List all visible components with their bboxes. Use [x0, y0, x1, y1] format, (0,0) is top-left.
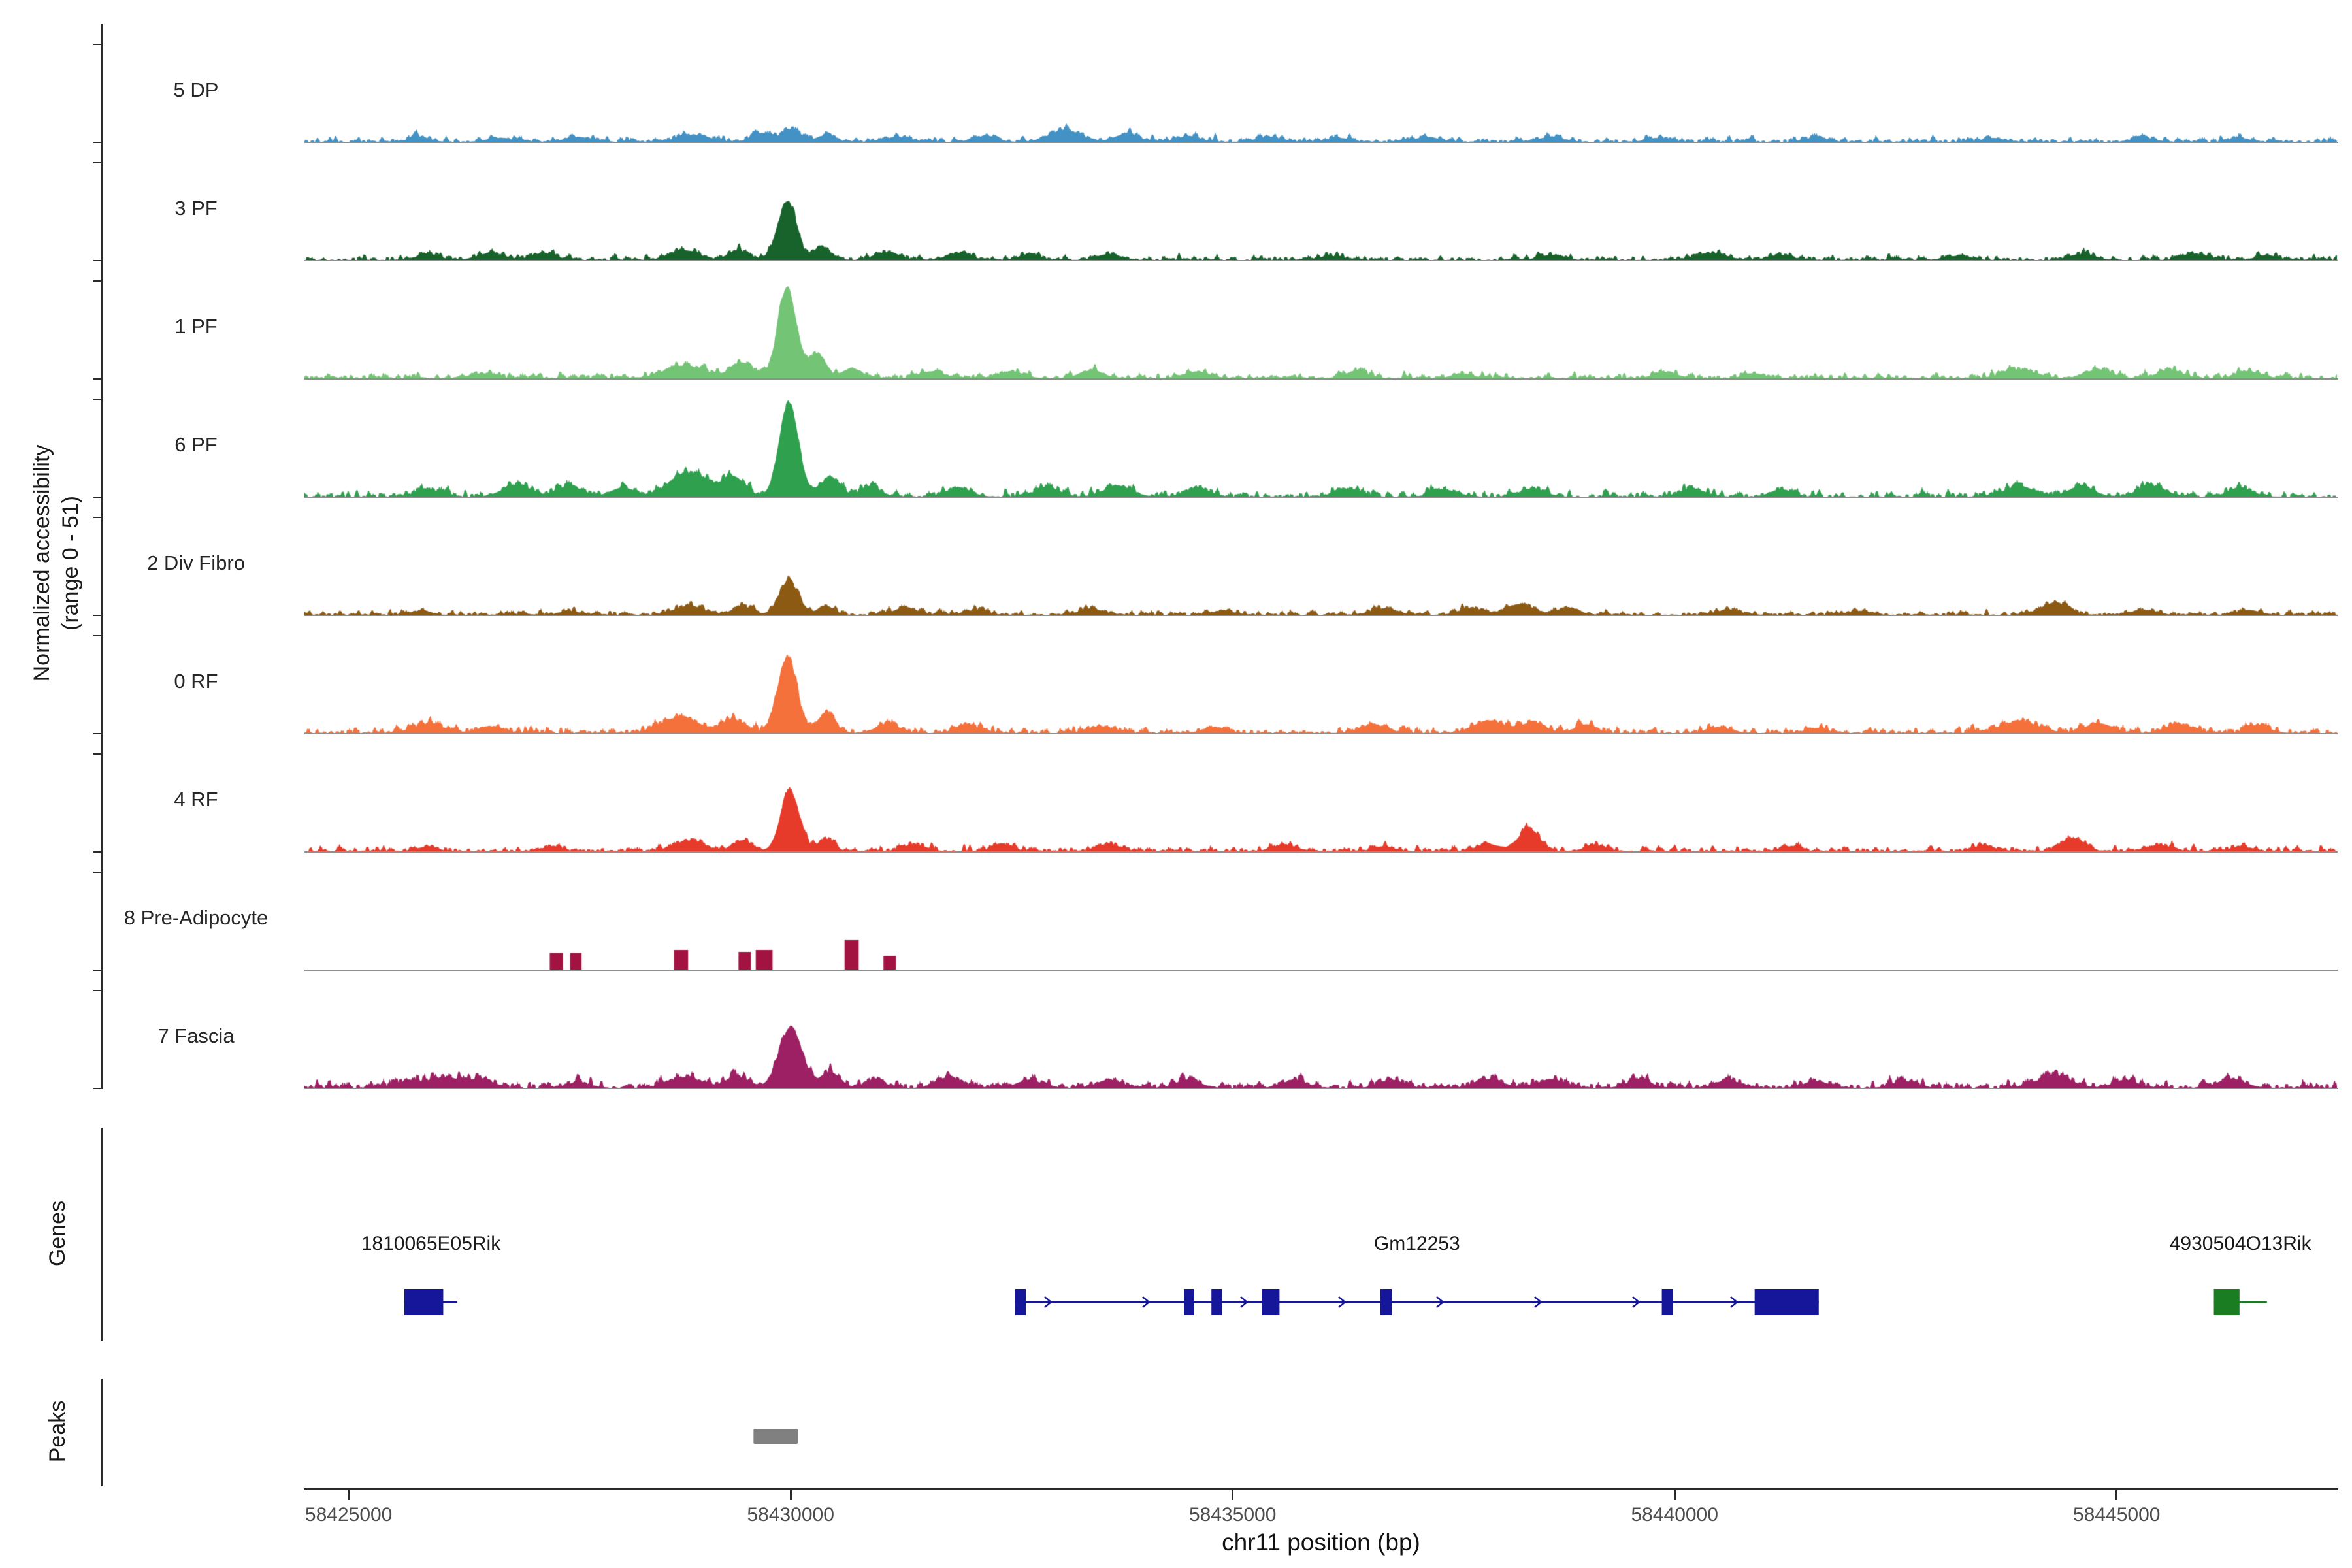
track-baseline	[304, 497, 2338, 498]
track-baseline	[304, 260, 2338, 261]
gene-exon	[1380, 1289, 1392, 1315]
x-axis-tick	[1232, 1490, 1234, 1500]
x-axis-tick	[1673, 1490, 1676, 1500]
y-axis-tick	[93, 615, 102, 616]
track-signal-5	[304, 635, 2338, 733]
track-label-2: 1 PF	[174, 315, 218, 338]
track-baseline	[304, 378, 2338, 380]
peak-region	[753, 1429, 798, 1444]
gene-strand-arrow-icon	[1142, 1296, 1151, 1308]
track-baseline	[304, 851, 2338, 853]
y-axis-tick	[93, 851, 102, 853]
track-signal-6	[304, 753, 2338, 851]
gene-1810065E05Rik: 1810065E05Rik	[361, 1233, 502, 1315]
y-axis-tick	[93, 872, 102, 873]
track-baseline	[304, 1088, 2338, 1089]
gene-track: 1810065E05Rik Gm12253 4930504O13Rik	[361, 1233, 2312, 1315]
y-axis-tick	[93, 497, 102, 498]
peaks-track	[753, 1429, 798, 1444]
x-tick-label: 58435000	[1188, 1504, 1277, 1526]
y-axis-tick	[93, 142, 102, 143]
gene-strand-arrow-icon	[1730, 1296, 1739, 1308]
track-signal-1	[304, 162, 2338, 260]
track-label-5: 0 RF	[174, 670, 218, 693]
gene-Gm12253: Gm12253	[1015, 1233, 1819, 1315]
gene-exon	[1211, 1289, 1222, 1315]
gene-exon	[1262, 1289, 1280, 1315]
x-tick-label: 58430000	[747, 1504, 834, 1526]
y-axis-tick	[93, 378, 102, 380]
x-axis-tick	[789, 1490, 792, 1500]
x-axis-tick	[2115, 1490, 2118, 1500]
y-axis-tick	[93, 635, 102, 636]
gene-label: 1810065E05Rik	[361, 1233, 502, 1254]
y-axis-title: Normalized accessibility (range 0 - 51)	[27, 367, 86, 759]
y-axis-tick	[93, 990, 102, 991]
track-label-3: 6 PF	[174, 433, 218, 456]
y-axis-title-line2: (range 0 - 51)	[58, 496, 84, 630]
peaks-axis-line	[101, 1379, 103, 1486]
x-axis-line	[304, 1488, 2338, 1490]
track-signal-0	[304, 44, 2338, 142]
x-tick-label: 58445000	[2072, 1504, 2161, 1526]
track-label-4: 2 Div Fibro	[147, 551, 245, 574]
gene-exon	[1184, 1289, 1194, 1315]
track-baseline	[304, 733, 2338, 734]
y-axis-tick	[93, 1088, 102, 1089]
y-axis-tick	[93, 44, 102, 45]
gene-strand-arrow-icon	[1436, 1296, 1445, 1308]
track-signal-3	[304, 399, 2338, 497]
gene-exon	[404, 1289, 444, 1315]
gene-strand-arrow-icon	[1338, 1296, 1347, 1308]
track-label-0: 5 DP	[173, 78, 219, 101]
genes-axis-line	[101, 1128, 103, 1341]
track-baseline	[304, 970, 2338, 971]
y-axis-title-line1: Normalized accessibility	[29, 444, 54, 682]
track-signal-2	[304, 280, 2338, 378]
track-label-6: 4 RF	[174, 788, 218, 811]
track-baseline	[304, 615, 2338, 616]
gene-exon	[2213, 1289, 2240, 1315]
gene-strand-arrow-icon	[1534, 1296, 1543, 1308]
gene-label: Gm12253	[1374, 1233, 1460, 1254]
track-baseline	[304, 142, 2338, 143]
y-axis-tick	[93, 399, 102, 400]
track-label-1: 3 PF	[174, 197, 218, 220]
track-label-7: 8 Pre-Adipocyte	[123, 906, 269, 929]
gene-strand-arrow-icon	[1632, 1296, 1641, 1308]
track-signal-8	[304, 990, 2338, 1088]
gene-exon	[1754, 1289, 1819, 1315]
y-axis-tick	[93, 260, 102, 261]
y-axis-tick	[93, 280, 102, 282]
track-label-8: 7 Fascia	[157, 1024, 235, 1047]
y-axis-tick	[93, 733, 102, 734]
gene-strand-arrow-icon	[1240, 1296, 1249, 1308]
gene-strand-arrow-icon	[1044, 1296, 1053, 1308]
gene-exon	[1015, 1289, 1026, 1315]
x-axis-tick	[348, 1490, 350, 1500]
x-axis-title: chr11 position (bp)	[1222, 1529, 1420, 1556]
gene-exon	[1661, 1289, 1673, 1315]
y-axis-line	[101, 24, 103, 1089]
x-tick-label: 58425000	[304, 1504, 393, 1526]
y-axis-tick	[93, 753, 102, 755]
y-axis-tick	[93, 970, 102, 971]
y-axis-tick	[93, 517, 102, 518]
gene-4930504O13Rik: 4930504O13Rik	[2170, 1233, 2312, 1315]
x-tick-label: 58440000	[1631, 1504, 1718, 1526]
track-signal-7	[304, 872, 2338, 970]
gene-label: 4930504O13Rik	[2170, 1233, 2312, 1254]
y-axis-tick	[93, 162, 102, 163]
track-signal-4	[304, 517, 2338, 615]
